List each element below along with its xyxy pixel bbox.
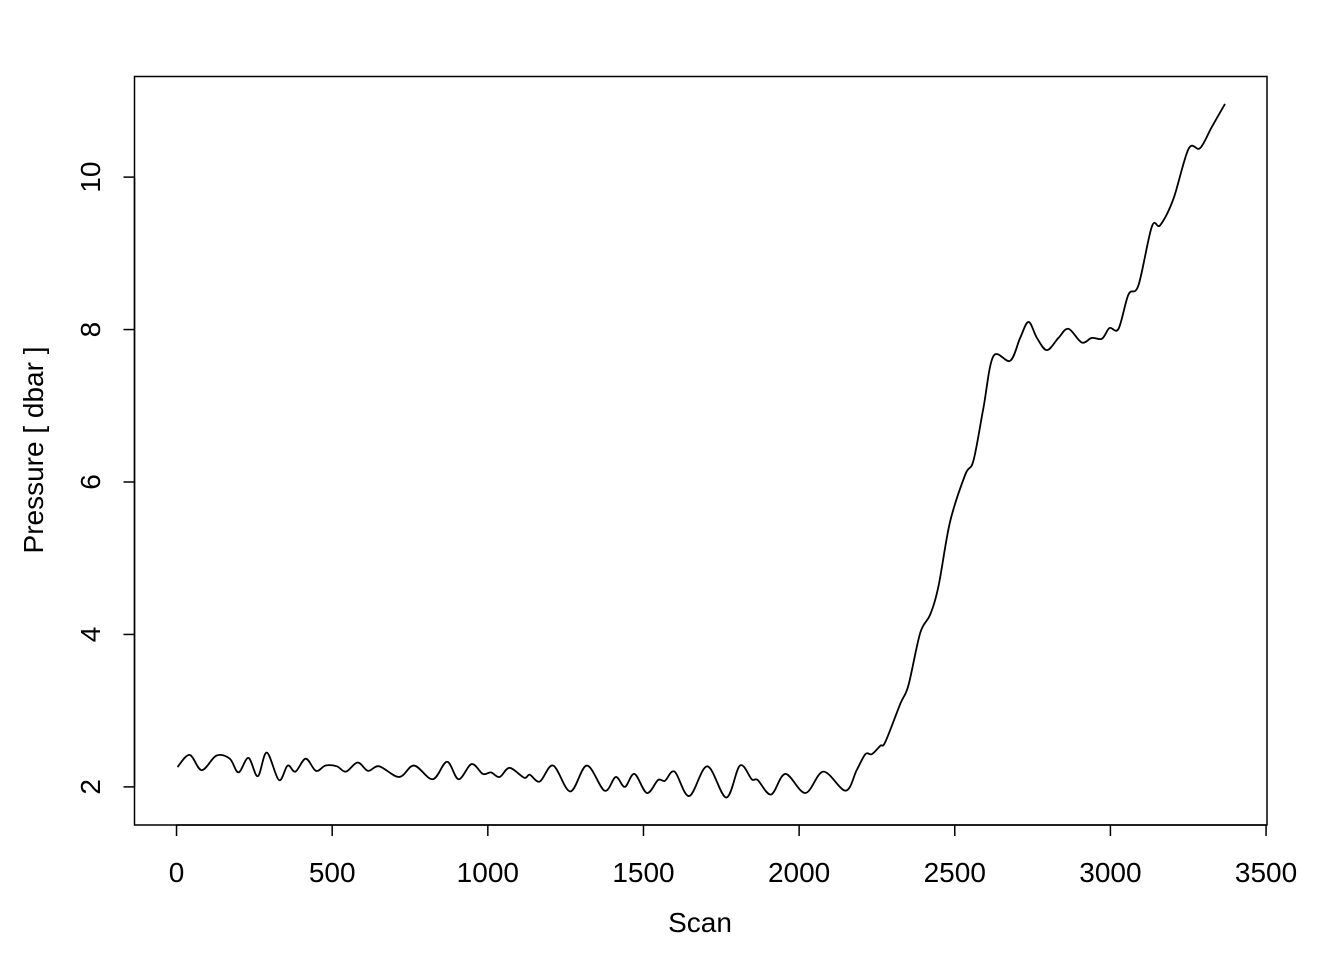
y-tick-label: 2: [75, 779, 106, 795]
y-tick-label: 6: [75, 474, 106, 490]
x-axis: 0 500 1000 1500 2000 2500 3000 3500: [169, 824, 1297, 888]
x-tick-label: 500: [309, 857, 356, 888]
x-axis-title: Scan: [668, 907, 732, 938]
x-tick-label: 2500: [924, 857, 986, 888]
x-tick-label: 1000: [457, 857, 519, 888]
plot-frame: [133, 75, 1268, 826]
x-tick-label: 3500: [1235, 857, 1297, 888]
y-tick-label: 8: [75, 322, 106, 338]
x-tick-label: 1500: [612, 857, 674, 888]
x-tick-label: 0: [169, 857, 185, 888]
y-axis-title: Pressure [ dbar ]: [18, 347, 49, 554]
y-axis: 2 4 6 8 10: [75, 162, 136, 795]
x-tick-label: 3000: [1079, 857, 1141, 888]
y-tick-label: 10: [75, 162, 106, 193]
y-tick-label: 4: [75, 627, 106, 643]
x-tick-label: 2000: [768, 857, 830, 888]
pressure-series-line: [176, 103, 1226, 799]
